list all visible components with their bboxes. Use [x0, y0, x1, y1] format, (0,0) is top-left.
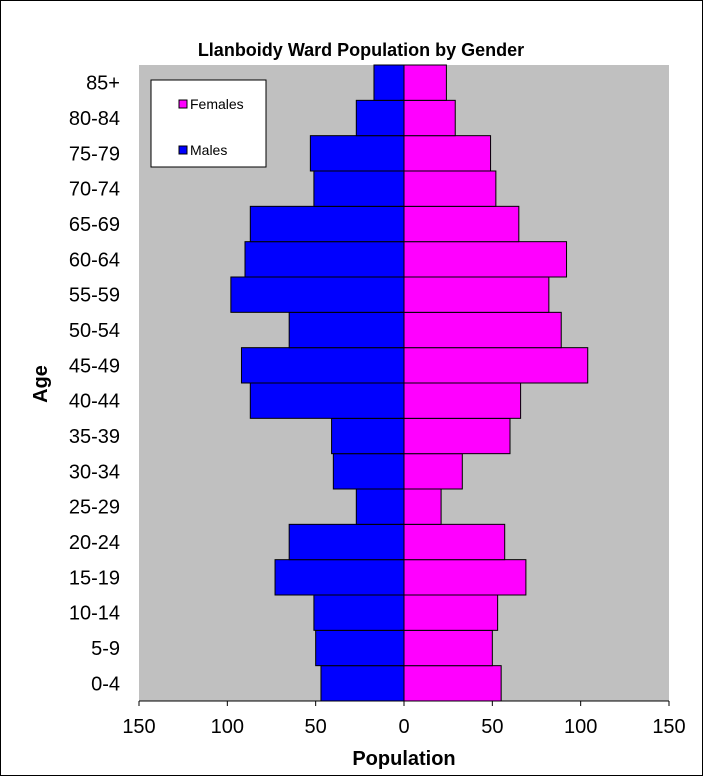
bar-females-60-64 — [403, 241, 568, 278]
y-tick-label: 75-79 — [69, 143, 120, 165]
y-tick-label: 85+ — [86, 73, 120, 95]
bar-males-25-29 — [355, 488, 405, 525]
bar-males-40-44 — [249, 382, 405, 419]
bar-males-15-19 — [274, 559, 405, 596]
bar-males-50-54 — [288, 311, 405, 349]
legend-swatch-females — [178, 99, 188, 109]
bar-females-40-44 — [403, 382, 522, 419]
bar-females-10-14 — [403, 594, 499, 631]
bar-females-45-49 — [403, 347, 589, 384]
y-tick-label: 45-49 — [69, 355, 120, 377]
y-tick-label: 55-59 — [69, 285, 120, 307]
x-tick-label: 100 — [211, 716, 244, 738]
bar-males-60-64 — [244, 241, 405, 278]
bar-males-5-9 — [315, 629, 405, 667]
y-tick-label: 0-4 — [91, 673, 120, 695]
y-tick-label: 15-19 — [69, 567, 120, 589]
x-tick-label: 150 — [652, 716, 685, 738]
y-tick-label: 50-54 — [69, 320, 120, 342]
bar-females-0-4 — [403, 665, 502, 702]
bars-layer — [230, 64, 589, 702]
y-tick-label: 60-64 — [69, 249, 120, 271]
bar-females-5-9 — [403, 629, 493, 667]
y-tick-label: 65-69 — [69, 214, 120, 236]
x-tick-label: 0 — [398, 716, 409, 738]
bar-females-70-74 — [403, 170, 497, 207]
y-tick-label: 40-44 — [69, 391, 120, 413]
bar-males-85+ — [373, 64, 405, 101]
legend-swatch-males — [178, 145, 188, 155]
ticks-layer: 150 100 50 0 50 100 1500-45-910-1415-1920-2425… — [69, 64, 686, 738]
x-axis-title: Population — [352, 748, 455, 770]
bar-males-45-49 — [240, 347, 405, 384]
bar-males-55-59 — [230, 276, 405, 313]
y-tick-label: 70-74 — [69, 179, 120, 201]
y-axis-title: Age — [30, 365, 52, 403]
x-tick-label: 150 — [122, 716, 155, 738]
x-tick-label: 50 — [481, 716, 503, 738]
bar-females-65-69 — [403, 205, 520, 243]
chart-title: Llanboidy Ward Population by Gender — [198, 40, 524, 60]
bar-females-20-24 — [403, 523, 506, 561]
bar-males-75-79 — [309, 135, 405, 172]
bar-females-55-59 — [403, 276, 550, 313]
bar-males-35-39 — [331, 417, 405, 455]
legend-label-males: Males — [190, 142, 227, 158]
x-tick-label: 100 — [564, 716, 597, 738]
bar-males-70-74 — [313, 170, 405, 207]
x-tick-label: 50 — [305, 716, 327, 738]
bar-females-75-79 — [403, 135, 492, 172]
bar-males-10-14 — [313, 594, 405, 631]
y-tick-label: 10-14 — [69, 603, 120, 625]
bar-females-85+ — [403, 64, 447, 101]
bar-males-65-69 — [249, 205, 405, 243]
legend: Females Males — [150, 79, 267, 168]
bar-males-30-34 — [332, 453, 405, 490]
y-tick-label: 80-84 — [69, 108, 120, 130]
bar-females-25-29 — [403, 488, 442, 525]
y-tick-label: 5-9 — [91, 638, 120, 660]
bar-females-15-19 — [403, 559, 527, 596]
bar-males-20-24 — [288, 523, 405, 561]
y-tick-label: 20-24 — [69, 532, 120, 554]
legend-box — [150, 79, 267, 168]
bar-females-30-34 — [403, 453, 463, 490]
bar-females-50-54 — [403, 311, 562, 349]
bar-females-80-84 — [403, 99, 456, 137]
legend-label-females: Females — [190, 96, 244, 112]
bar-females-35-39 — [403, 417, 511, 455]
y-tick-label: 35-39 — [69, 426, 120, 448]
bar-males-80-84 — [355, 99, 405, 137]
y-tick-label: 30-34 — [69, 461, 120, 483]
y-tick-label: 25-29 — [69, 497, 120, 519]
bar-males-0-4 — [320, 665, 405, 702]
